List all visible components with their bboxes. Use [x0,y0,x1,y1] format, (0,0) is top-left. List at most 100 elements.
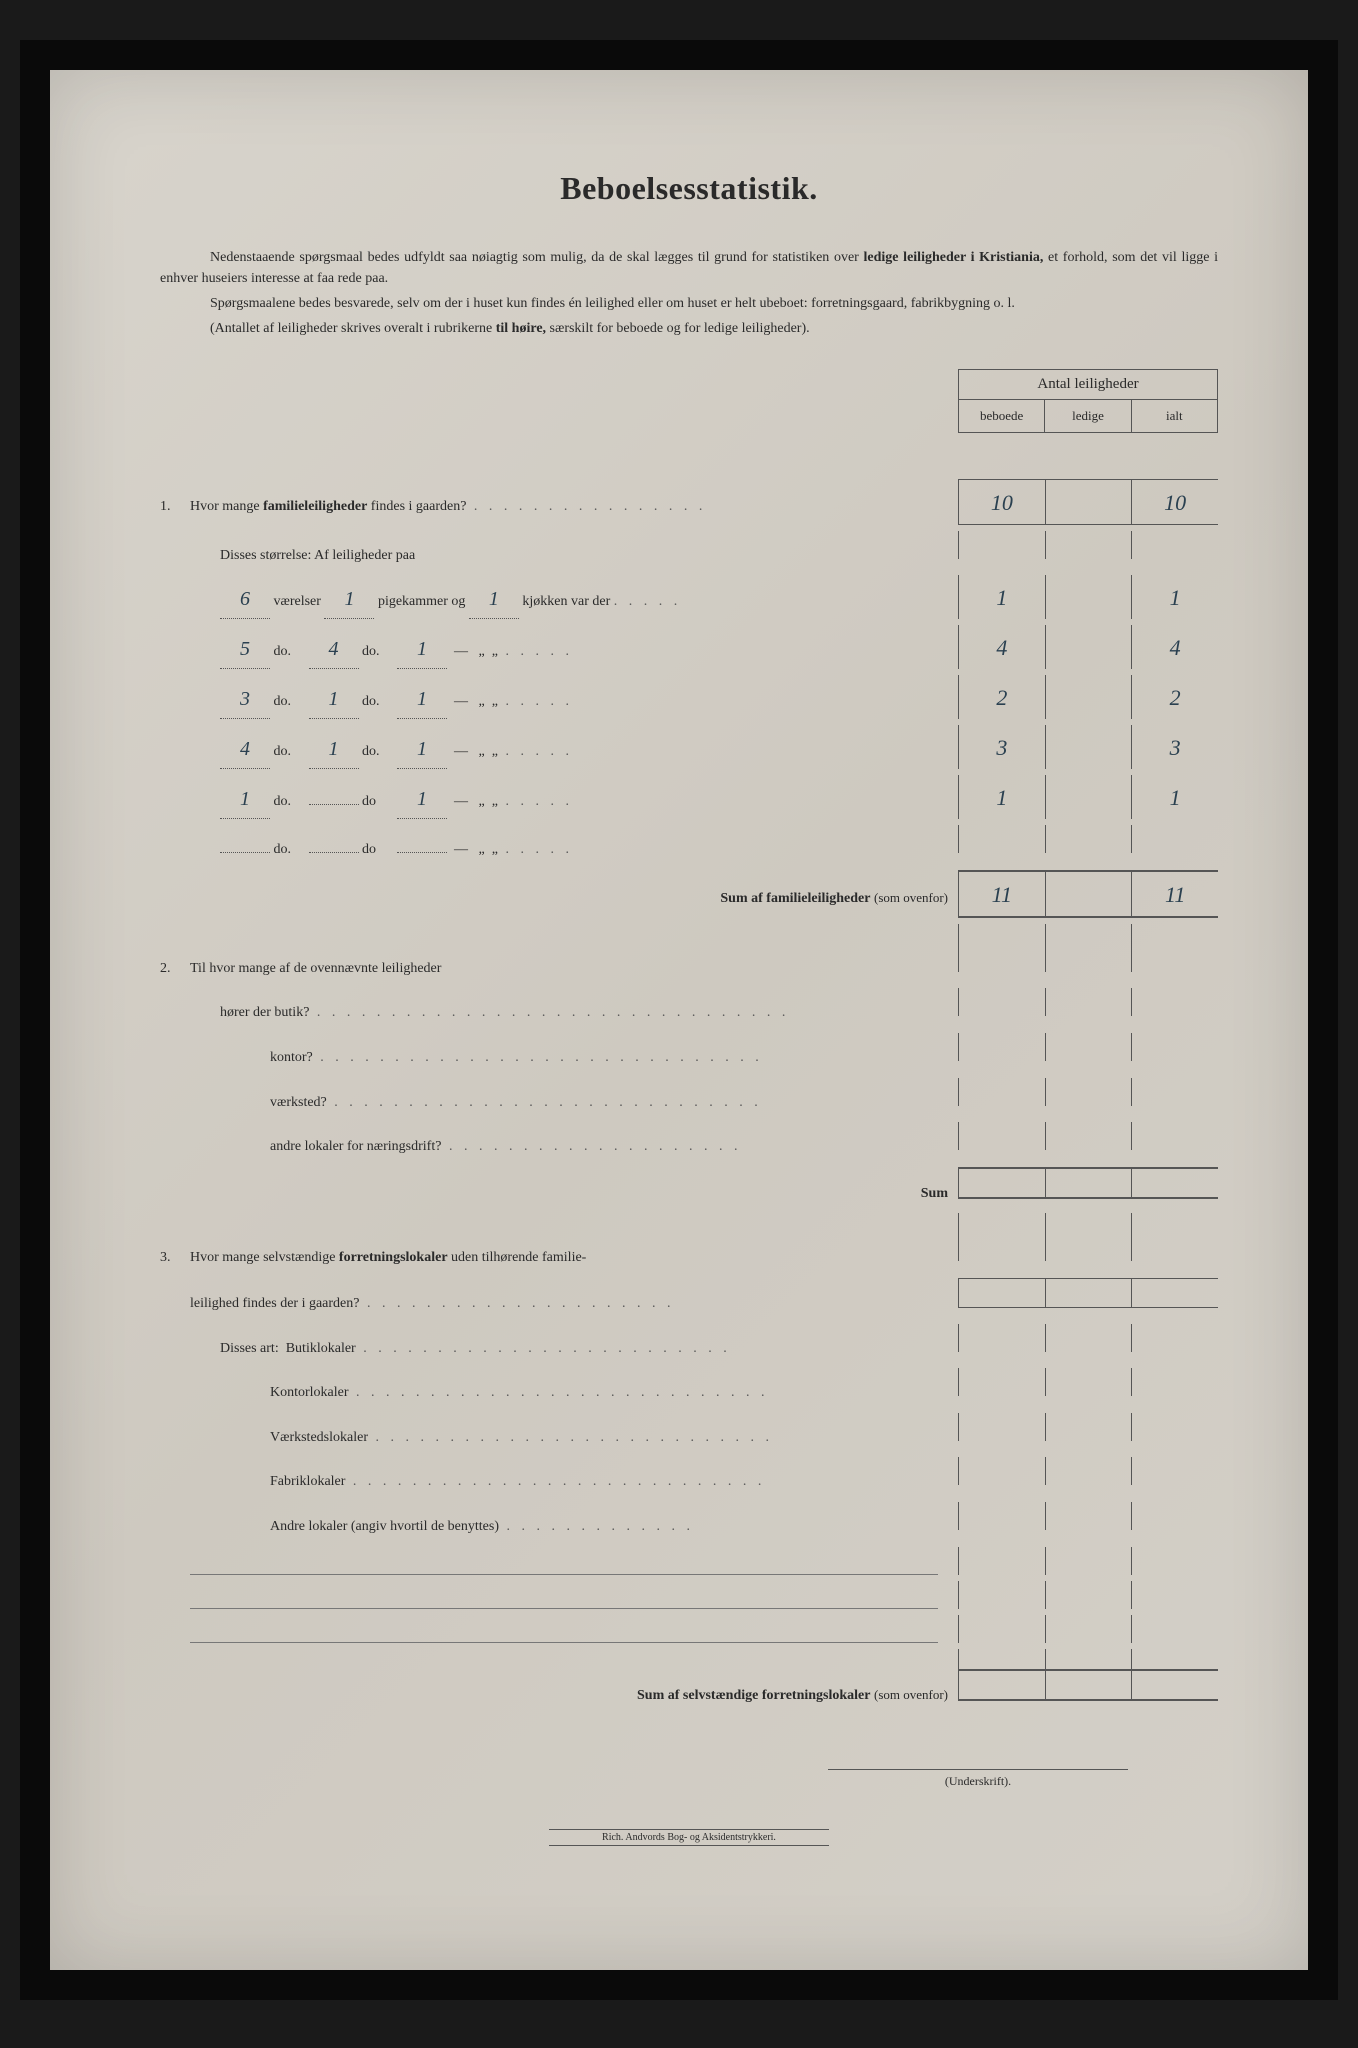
cell [1132,1033,1218,1061]
q3-row-1: 3. Hvor mange selvstændige forretningslo… [160,1233,1218,1272]
q1-r4-v: 1 [220,780,270,819]
q1-r3-k: 1 [397,730,447,769]
q3-i1: Kontorlokaler . . . . . . . . . . . . . … [190,1380,958,1407]
q1-r3-p: 1 [309,730,359,769]
q1-r5-ans [958,825,1218,853]
q2-i3-lbl: andre lokaler for næringsdrift? [270,1139,441,1154]
spacer-row [160,1213,1218,1233]
intro-p1-a: Nedenstaaende spørgsmaal bedes udfyldt s… [210,250,864,265]
q3-i4-ans [958,1502,1218,1530]
q3-blank-3 [160,1615,1218,1643]
q1-sub-label: Disses størrelse: Af leiligheder paa [190,543,958,570]
q1-r0-led [1046,575,1133,619]
dots: . . . . . . . . . . . . . . . . . . . . … [349,1385,769,1400]
q1-row1-text: 5 do. 4 do. 1 — „ „ . . . . . [190,630,958,669]
q1-text-b: familieleiligheder [263,499,367,514]
cell [1046,1122,1133,1150]
q2-i0-ans [958,988,1218,1016]
q1-sub-label-row: Disses størrelse: Af leiligheder paa [160,531,1218,570]
cell [1046,1233,1133,1261]
answer-header: Antal leiligheder beboede ledige ialt [958,369,1218,433]
q3-sum-note: (som ovenfor) [874,1687,948,1702]
cell [1046,944,1133,972]
content-area: Antal leiligheder beboede ledige ialt 1.… [160,369,1218,1709]
q2-item-2: værksted? . . . . . . . . . . . . . . . … [160,1078,1218,1117]
intro-block: Nedenstaaende spørgsmaal bedes udfyldt s… [160,247,1218,339]
q3-i2: Værkstedslokaler . . . . . . . . . . . .… [190,1425,958,1452]
q2-item-3: andre lokaler for næringsdrift? . . . . … [160,1122,1218,1161]
q2-i1-lbl: kontor? [270,1050,313,1065]
q1-ledige [1046,480,1133,524]
do: do. [274,694,292,709]
q3-i3: Fabriklokaler . . . . . . . . . . . . . … [190,1469,958,1496]
do: do. [274,794,292,809]
do: do. [274,744,292,759]
cell [959,1457,1046,1485]
q3-i0-ans [958,1324,1218,1352]
do: do. [362,694,380,709]
cell [1132,1547,1218,1575]
q1-r1-k: 1 [397,630,447,669]
q1-row0-text: 6 værelser 1 pigekammer og 1 kjøkken var… [190,580,958,619]
q1-size-row-1: 5 do. 4 do. 1 — „ „ . . . . . 4 4 [160,625,1218,669]
q3-sub-label: Disses art: [220,1341,279,1356]
q1-sum-led [1046,872,1133,916]
cell [1046,1033,1133,1061]
q2-text: Til hvor mange af de ovennævnte leilighe… [190,956,958,983]
cell [1132,1413,1218,1441]
spacer-row [160,1649,1218,1669]
q2-i2: værksted? . . . . . . . . . . . . . . . … [190,1090,958,1117]
q1-text: Hvor mange familieleiligheder findes i g… [190,494,958,521]
q1-r1-beb: 4 [959,625,1046,669]
cell [1046,988,1133,1016]
scan-frame: Beboelsesstatistik. Nedenstaaende spørgs… [20,40,1338,2000]
cell [959,1233,1046,1261]
printer-credit: Rich. Andvords Bog- og Aksidentstrykkeri… [549,1829,829,1846]
cell [1132,1122,1218,1150]
cell [1046,1413,1133,1441]
cell [959,988,1046,1016]
q1-ialt: 10 [1132,480,1218,524]
q1-size-row-2: 3 do. 1 do. 1 — „ „ . . . . . 2 2 [160,675,1218,719]
q1-r3-ans: 3 3 [958,725,1218,769]
dots: . . . . . . . . . . . . . . . . . . . . … [313,1050,763,1065]
dots: . . . . . [498,842,573,857]
empty-cols [958,1213,1218,1233]
q1-r2-k: 1 [397,680,447,719]
q1-row4-text: 1 do. do 1 — „ „ . . . . . [190,780,958,819]
dots: . . . . . [498,644,573,659]
cell [1132,1233,1218,1261]
do-text: do [362,794,376,809]
pad [160,924,958,944]
q1-r5-v [220,852,270,853]
cell [1046,1547,1133,1575]
cell [959,1169,1046,1197]
q2-num: 2. [160,956,190,983]
cell [959,1581,1046,1609]
q1-size-row-4: 1 do. do 1 — „ „ . . . . . 1 1 [160,775,1218,819]
dots: . . . . . . . . . . . . . . . . . . . . … [309,1005,789,1020]
cell [1046,1671,1133,1699]
q1-r3-ialt: 3 [1132,725,1218,769]
cell [1046,1078,1133,1106]
q3-i4-lbl: Andre lokaler (angiv hvortil de benyttes… [270,1519,499,1534]
cell [1132,531,1218,559]
blank-ans [958,1615,1218,1643]
q2-sum-label: Sum [190,1181,958,1208]
dots: . . . . . [498,744,573,759]
dots: . . . . . . . . . . . . . . . . . . . . [441,1139,741,1154]
q3-i1-ans [958,1368,1218,1396]
header-col-ledige: ledige [1045,400,1131,432]
q3-i0: Disses art: Butiklokaler . . . . . . . .… [190,1336,958,1363]
q1-text-c: findes i gaarden? [367,499,466,514]
signature-area: (Underskrift). [160,1769,1218,1789]
q2-i1-ans [958,1033,1218,1061]
q3-i3-lbl: Fabriklokaler [270,1474,345,1489]
q3-sum-row: Sum af selvstændige forretningslokaler (… [160,1669,1218,1710]
q2-i0-lbl: hører der butik? [220,1005,309,1020]
do: do. [274,842,292,857]
q3-text-b: forretningslokaler [339,1250,448,1265]
q1-r3-led [1046,725,1133,769]
q2-sum-ans [958,1167,1218,1199]
header-col-beboede: beboede [959,400,1045,432]
